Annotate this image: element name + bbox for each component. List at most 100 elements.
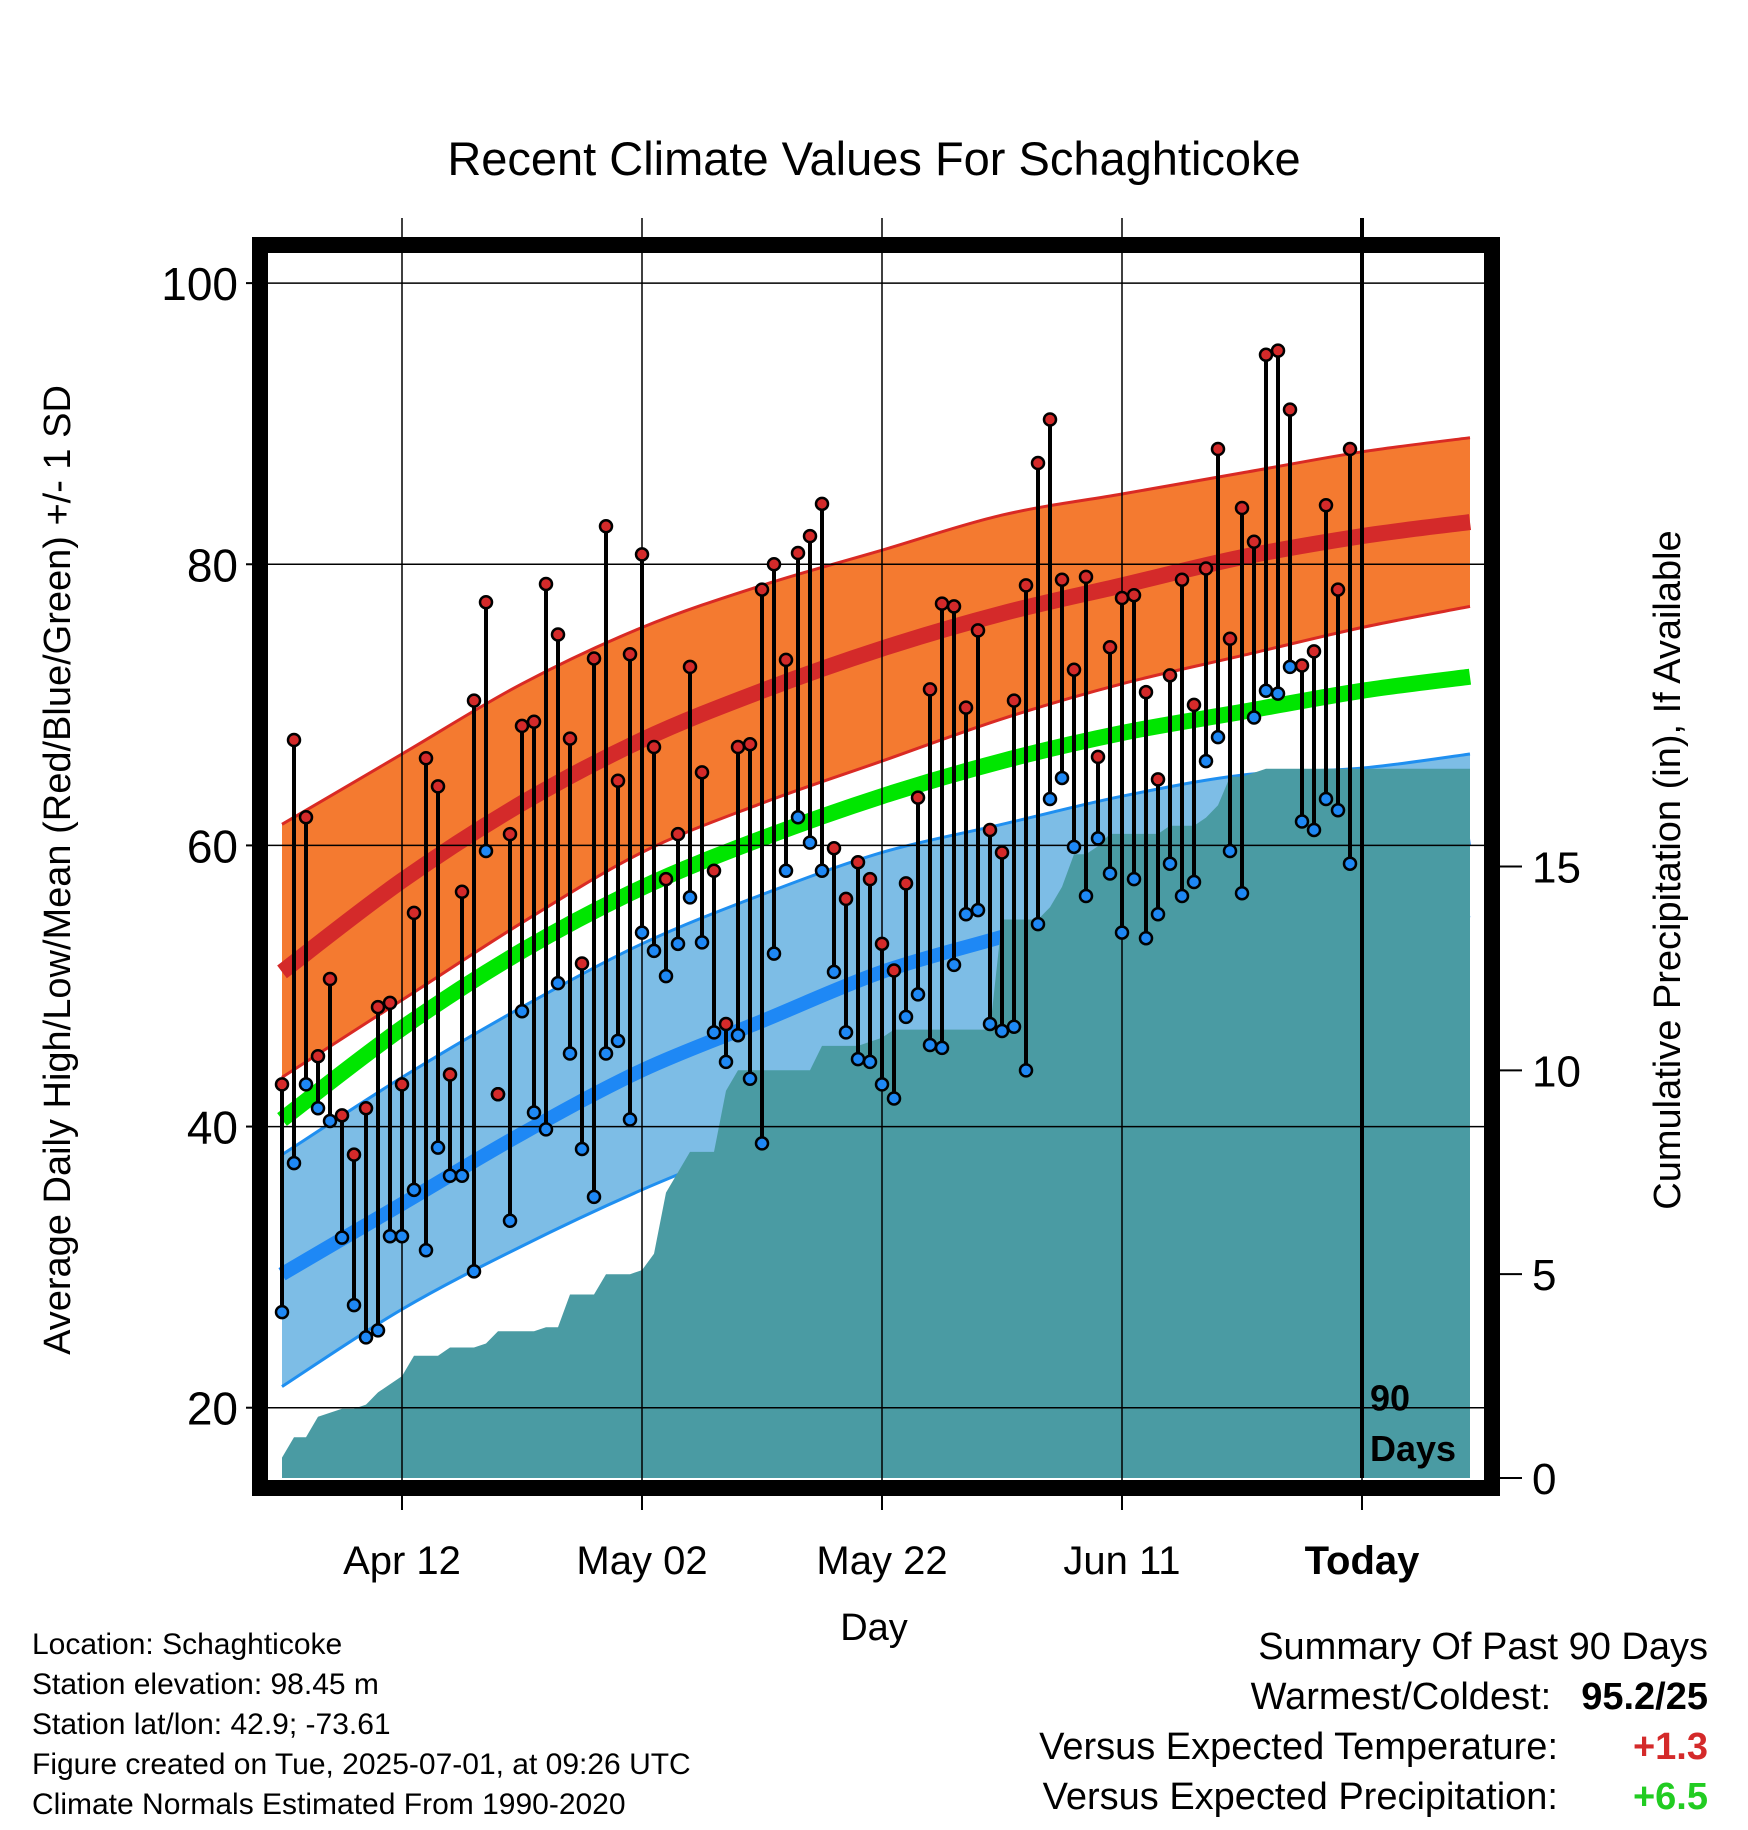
daily-high-dot	[850, 855, 866, 870]
daily-low-dot	[874, 1077, 890, 1092]
daily-high-dot	[814, 496, 830, 512]
daily-low-dot	[886, 1091, 902, 1106]
daily-low-dot	[1186, 874, 1202, 890]
daily-low-dot	[1102, 866, 1118, 881]
daily-high-dot	[910, 790, 926, 805]
daily-low-dot	[982, 1016, 998, 1032]
daily-high-dot	[718, 1016, 734, 1032]
daily-low-dot	[514, 1004, 530, 1019]
chart-title: Recent Climate Values For Schaghticoke	[447, 132, 1300, 185]
x-tick-label: Today	[1305, 1539, 1421, 1583]
location-text: Location: Schaghticoke	[32, 1628, 343, 1661]
daily-high-dot	[634, 547, 650, 562]
daily-low-dot	[586, 1189, 602, 1205]
daily-low-dot	[1282, 659, 1298, 675]
daily-low-dot	[1234, 885, 1250, 901]
y2-tick-label: 5	[1532, 1251, 1556, 1300]
daily-high-dot	[418, 751, 434, 766]
cumulative-precip-area	[282, 768, 1470, 1478]
axes: 20 40 60 80 100 0 5 10 15 Apr 12 May 02 May 22 Jun 1…	[161, 218, 1581, 1583]
daily-low-dot	[1258, 683, 1274, 699]
daily-low-dot	[1006, 1019, 1022, 1035]
daily-low-dot	[322, 1113, 338, 1129]
daily-low-dot	[1246, 710, 1262, 725]
summary-panel: Summary Of Past 90 Days Warmest/Coldest:…	[1039, 1622, 1708, 1822]
daily-high-dot	[1138, 684, 1154, 700]
daily-high-dot	[1174, 572, 1190, 587]
daily-high-dot	[610, 773, 626, 788]
daily-high-dot	[1078, 569, 1094, 585]
daily-low-dot	[862, 1054, 878, 1070]
daily-high-dot	[790, 545, 806, 561]
daily-low-dot	[598, 1046, 614, 1061]
daily-high-dot	[502, 826, 518, 842]
daily-low-dot	[1174, 888, 1190, 904]
daily-low-dot	[838, 1025, 854, 1040]
daily-high-dot	[706, 863, 722, 878]
daily-high-dot	[1102, 639, 1118, 655]
daily-low-dot	[334, 1230, 350, 1245]
precip-delta-label: Versus Expected Precipitation:	[1042, 1776, 1558, 1818]
daily-high-dot	[550, 627, 566, 642]
daily-low-dot	[394, 1228, 410, 1244]
elevation-text: Station elevation: 98.45 m	[32, 1668, 379, 1701]
daily-high-dot	[490, 1086, 506, 1102]
daily-high-dot	[1126, 587, 1142, 603]
daily-high-dot	[1246, 534, 1262, 550]
daily-low-dot	[1054, 770, 1070, 786]
daily-low-dot	[1270, 686, 1286, 701]
x-axis-label: Day	[840, 1607, 908, 1649]
daily-high-dot	[622, 646, 638, 662]
daily-low-dot	[346, 1297, 362, 1313]
daily-high-dot	[1234, 500, 1250, 516]
daily-low-dot	[658, 968, 674, 984]
daily-high-dot	[1090, 749, 1106, 765]
daily-low-dot	[1138, 930, 1154, 946]
daily-high-dot	[1282, 402, 1298, 417]
daily-low-dot	[910, 987, 926, 1002]
y2-tick-label: 15	[1532, 844, 1581, 893]
daily-low-dot	[610, 1033, 626, 1049]
today-days-label-suffix: Days	[1370, 1428, 1456, 1469]
daily-low-dot	[550, 975, 566, 991]
daily-low-dot	[730, 1027, 746, 1043]
daily-dots	[274, 343, 1358, 1345]
daily-high-dot	[1054, 572, 1070, 587]
precip-delta-value: +6.5	[1632, 1776, 1708, 1818]
daily-low-dot	[562, 1046, 578, 1061]
normals-note: Climate Normals Estimated From 1990-2020	[32, 1788, 626, 1821]
daily-high-dot	[514, 718, 530, 734]
daily-low-dot	[466, 1264, 482, 1279]
daily-low-dot	[934, 1040, 950, 1056]
daily-low-dot	[1198, 753, 1214, 769]
daily-low-dot	[1042, 791, 1058, 807]
daily-high-dot	[538, 576, 554, 592]
daily-low-dot	[694, 935, 710, 950]
daily-low-dot	[826, 964, 842, 980]
daily-high-dot	[1210, 441, 1226, 457]
daily-low-dot	[1018, 1063, 1034, 1078]
daily-high-dot	[1066, 662, 1082, 677]
daily-high-dot	[1114, 590, 1130, 606]
daily-high-dot	[658, 871, 674, 887]
daily-high-dot	[670, 826, 686, 842]
daily-low-dot	[1030, 916, 1046, 932]
daily-low-dot	[442, 1168, 458, 1184]
daily-low-dot	[1294, 814, 1310, 829]
daily-high-dot	[562, 731, 578, 746]
daily-low-dot	[574, 1141, 590, 1157]
warm-cold-label: Warmest/Coldest:	[1250, 1676, 1552, 1718]
daily-low-dot	[418, 1243, 434, 1258]
daily-high-dot	[334, 1108, 350, 1123]
warm-cold-value: 95.2/25	[1581, 1676, 1708, 1718]
daily-high-dot	[382, 995, 398, 1011]
daily-range-bars	[280, 350, 1352, 1338]
daily-low-dot	[358, 1330, 374, 1345]
daily-high-dot	[442, 1067, 458, 1082]
daily-high-dot	[406, 905, 422, 921]
daily-low-dot	[1210, 729, 1226, 745]
daily-low-dot	[274, 1304, 290, 1320]
summary-heading: Summary Of Past 90 Days	[1258, 1626, 1708, 1668]
daily-low-dot	[1150, 907, 1166, 922]
daily-low-dot	[298, 1077, 314, 1092]
